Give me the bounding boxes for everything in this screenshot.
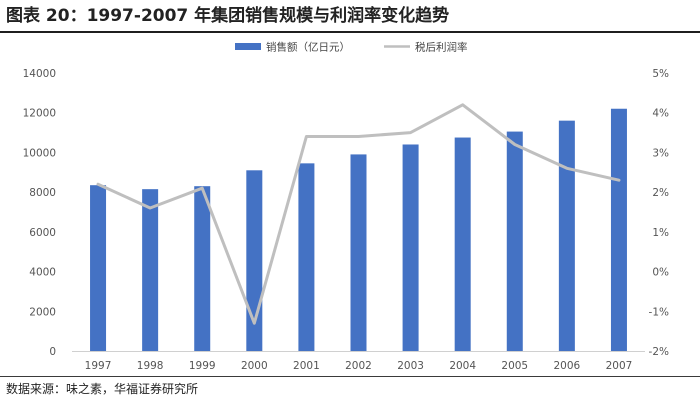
x-tick-2004: 2004: [449, 360, 476, 372]
source-note: 数据来源：味之素，华福证券研究所: [6, 382, 199, 396]
x-tick-2006: 2006: [553, 360, 580, 372]
x-tick-2007: 2007: [606, 360, 633, 372]
legend: 销售额（亿日元） 税后利润率: [235, 41, 468, 54]
x-tick-2001: 2001: [293, 360, 320, 372]
bar-2004: [454, 137, 471, 351]
legend-swatch-sales: [235, 43, 261, 50]
y-left-tick-14000: 14000: [23, 68, 56, 80]
source-divider: [0, 376, 700, 377]
bar-1998: [142, 189, 159, 351]
y-left-tick-10000: 10000: [23, 147, 56, 159]
x-tick-1999: 1999: [189, 360, 216, 372]
y-right-tick-4%: 4%: [652, 108, 669, 120]
bar-2006: [558, 120, 575, 352]
y-left-axis: 0 2000 4000 6000 8000 10000 12000 14000: [23, 68, 56, 358]
legend-label-margin: 税后利润率: [415, 41, 468, 54]
y-right-tick-5%: 5%: [652, 68, 669, 80]
y-right-tick--1%: -1%: [649, 306, 669, 318]
x-tick-1997: 1997: [85, 360, 112, 372]
bar-2007: [610, 108, 627, 351]
bar-2003: [402, 144, 419, 351]
bar-series: [90, 108, 627, 352]
y-left-tick-6000: 6000: [29, 227, 56, 239]
y-left-tick-8000: 8000: [29, 187, 56, 199]
x-tick-1998: 1998: [137, 360, 164, 372]
y-right-tick-3%: 3%: [652, 147, 669, 159]
legend-label-sales: 销售额（亿日元）: [266, 41, 350, 54]
chart-canvas: 销售额（亿日元） 税后利润率 0 2000 4000 6000 8000 10000 1200…: [23, 41, 669, 373]
y-left-tick-12000: 12000: [23, 108, 56, 120]
line-series: [96, 103, 621, 325]
y-left-tick-0: 0: [49, 346, 56, 358]
y-left-tick-4000: 4000: [29, 267, 56, 279]
x-tick-2003: 2003: [397, 360, 424, 372]
x-tick-2002: 2002: [345, 360, 372, 372]
bar-2005: [506, 131, 523, 351]
bar-2002: [350, 154, 367, 351]
bar-2001: [298, 163, 315, 351]
y-right-tick-0%: 0%: [652, 267, 669, 279]
y-right-tick-2%: 2%: [652, 187, 669, 199]
title-divider: [0, 31, 700, 33]
y-right-tick-1%: 1%: [652, 227, 669, 239]
y-right-axis: -2% -1% 0% 1% 2% 3% 4% 5%: [649, 68, 669, 358]
x-tick-2005: 2005: [501, 360, 528, 372]
margin-line: [96, 103, 621, 325]
bar-1999: [194, 186, 211, 351]
y-left-tick-2000: 2000: [29, 306, 56, 318]
y-right-tick--2%: -2%: [649, 346, 669, 358]
bar-1997: [90, 185, 107, 351]
x-axis: 1997 1998 1999 2000 2001 2002 2003 2004 2005 2006…: [85, 360, 633, 372]
x-tick-2000: 2000: [241, 360, 268, 372]
figure-title: 图表 20：1997-2007 年集团销售规模与利润率变化趋势: [6, 6, 450, 26]
